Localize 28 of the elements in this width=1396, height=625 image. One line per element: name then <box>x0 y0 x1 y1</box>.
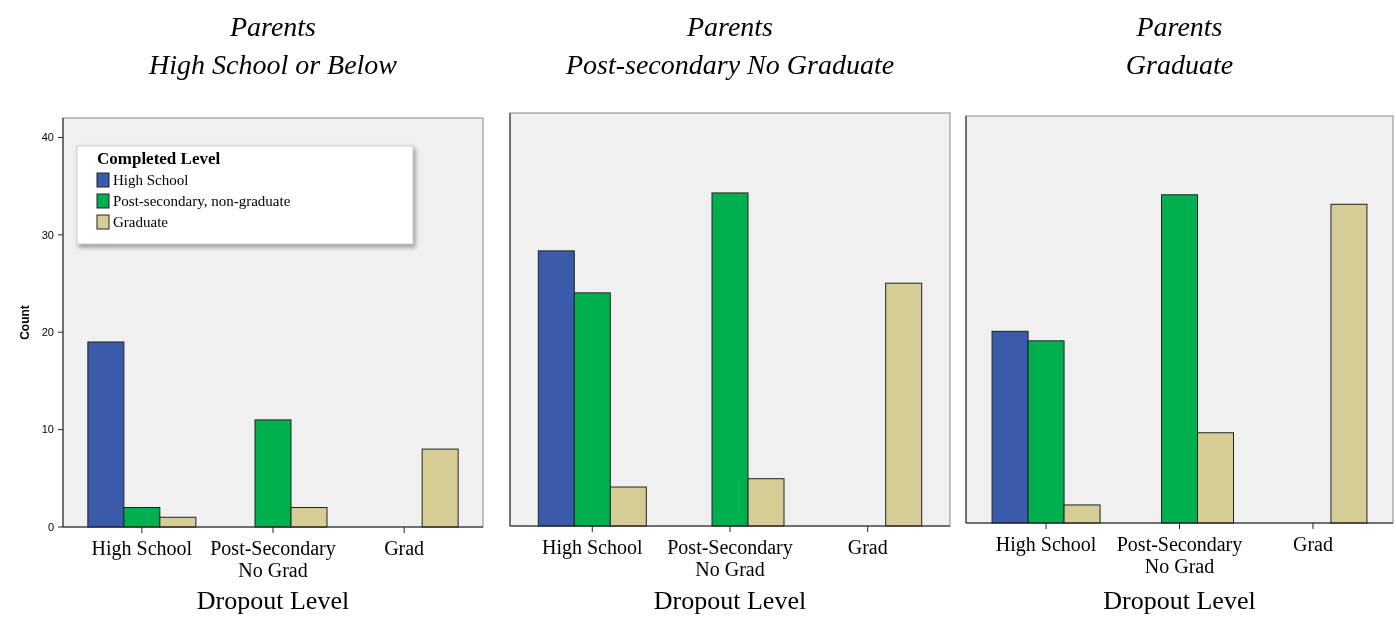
x-tick-label: High School <box>995 533 1097 556</box>
chart-title: Parents <box>685 11 774 42</box>
x-tick-label: Post-Secondary No Grad <box>210 537 336 581</box>
y-tick-label: 0 <box>47 520 54 533</box>
x-tick-label: Grad <box>847 536 888 558</box>
x-tick-label: Post-Secondary No Grad <box>1116 533 1243 577</box>
x-axis-title: Dropout Level <box>1103 586 1256 615</box>
x-tick-label: Grad <box>1292 533 1333 555</box>
legend-title: Completed Level <box>97 149 221 168</box>
legend-label: Post-secondary, non-graduate <box>113 193 291 209</box>
y-tick-label: 10 <box>41 423 54 436</box>
x-tick-label: High School <box>542 536 644 559</box>
y-tick-label: 40 <box>41 131 54 144</box>
chart-title: Parents <box>228 11 317 42</box>
chart-title: Parents <box>1135 11 1223 42</box>
chart-subtitle: Graduate <box>1125 49 1234 80</box>
x-tick-label: Post-Secondary No Grad <box>667 536 793 580</box>
legend-label: High School <box>113 172 189 188</box>
x-tick-label: Grad <box>384 537 425 559</box>
chart-subtitle: Post-secondary No Graduate <box>564 49 895 80</box>
x-axis-title: Dropout Level <box>196 586 350 615</box>
y-axis-title: Count <box>18 305 32 340</box>
x-tick-label: High School <box>91 537 193 560</box>
x-axis-title: Dropout Level <box>653 586 807 615</box>
y-tick-label: 20 <box>41 326 54 339</box>
y-tick-label: 30 <box>41 228 54 241</box>
legend-label: Graduate <box>113 214 169 230</box>
chart-subtitle: High School or Below <box>147 49 398 80</box>
